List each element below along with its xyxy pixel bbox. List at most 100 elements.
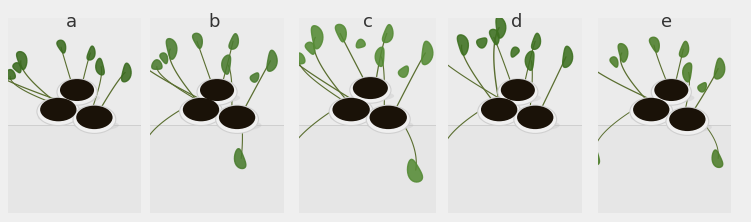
Polygon shape	[589, 145, 599, 165]
Ellipse shape	[498, 79, 538, 105]
Ellipse shape	[517, 106, 553, 129]
Polygon shape	[680, 41, 689, 57]
FancyBboxPatch shape	[448, 18, 582, 125]
Text: e: e	[662, 13, 672, 31]
Text: c: c	[363, 13, 373, 31]
Polygon shape	[356, 39, 365, 48]
Ellipse shape	[329, 97, 373, 126]
Polygon shape	[0, 78, 6, 85]
Polygon shape	[96, 58, 104, 75]
Polygon shape	[137, 144, 147, 165]
Polygon shape	[698, 83, 707, 92]
Polygon shape	[152, 60, 162, 69]
Polygon shape	[267, 50, 277, 71]
Polygon shape	[13, 63, 21, 73]
FancyBboxPatch shape	[598, 18, 731, 213]
Ellipse shape	[499, 93, 541, 103]
Ellipse shape	[58, 93, 100, 103]
Polygon shape	[336, 24, 346, 42]
Ellipse shape	[481, 98, 517, 121]
Ellipse shape	[180, 112, 225, 123]
Polygon shape	[650, 37, 659, 52]
Ellipse shape	[198, 93, 240, 103]
FancyBboxPatch shape	[150, 18, 284, 213]
Ellipse shape	[333, 98, 369, 121]
FancyBboxPatch shape	[448, 18, 582, 213]
Ellipse shape	[351, 91, 394, 101]
Ellipse shape	[73, 105, 116, 133]
Polygon shape	[270, 34, 282, 60]
Ellipse shape	[651, 79, 692, 105]
Ellipse shape	[514, 105, 556, 133]
FancyBboxPatch shape	[299, 18, 436, 213]
FancyBboxPatch shape	[150, 18, 284, 125]
Ellipse shape	[478, 112, 523, 123]
Ellipse shape	[74, 120, 119, 131]
Polygon shape	[160, 53, 167, 64]
Ellipse shape	[366, 105, 410, 133]
Polygon shape	[229, 34, 238, 49]
Polygon shape	[428, 43, 439, 63]
Polygon shape	[610, 57, 618, 67]
Text: a: a	[66, 13, 77, 31]
Polygon shape	[293, 53, 305, 64]
Polygon shape	[17, 52, 27, 69]
Polygon shape	[496, 17, 506, 38]
Polygon shape	[305, 42, 315, 54]
Ellipse shape	[478, 97, 520, 126]
Ellipse shape	[200, 79, 234, 101]
Ellipse shape	[182, 98, 219, 121]
FancyBboxPatch shape	[299, 18, 436, 125]
Ellipse shape	[631, 112, 676, 123]
Ellipse shape	[37, 97, 80, 126]
Polygon shape	[712, 150, 722, 167]
Polygon shape	[618, 44, 628, 62]
FancyBboxPatch shape	[8, 18, 141, 125]
Ellipse shape	[514, 120, 559, 131]
Polygon shape	[5, 69, 15, 79]
Polygon shape	[57, 40, 65, 53]
Polygon shape	[511, 47, 519, 57]
Polygon shape	[477, 38, 487, 48]
Ellipse shape	[369, 106, 407, 129]
Ellipse shape	[350, 77, 391, 103]
Text: d: d	[511, 13, 523, 31]
FancyBboxPatch shape	[598, 18, 731, 125]
Ellipse shape	[367, 120, 413, 131]
Ellipse shape	[216, 120, 261, 131]
Polygon shape	[714, 58, 725, 79]
FancyBboxPatch shape	[8, 18, 141, 213]
Polygon shape	[562, 46, 573, 67]
Polygon shape	[398, 66, 409, 77]
Ellipse shape	[633, 98, 669, 121]
Polygon shape	[192, 33, 202, 48]
Polygon shape	[525, 51, 534, 70]
Polygon shape	[312, 26, 323, 49]
Ellipse shape	[353, 77, 388, 99]
Polygon shape	[490, 29, 499, 45]
Ellipse shape	[76, 106, 113, 129]
Polygon shape	[166, 39, 177, 59]
Polygon shape	[87, 46, 95, 60]
Ellipse shape	[667, 122, 712, 133]
Polygon shape	[532, 33, 541, 49]
Polygon shape	[382, 25, 393, 43]
Polygon shape	[222, 55, 231, 74]
Ellipse shape	[219, 106, 255, 129]
Polygon shape	[683, 63, 692, 82]
Ellipse shape	[330, 112, 376, 123]
Ellipse shape	[666, 107, 709, 135]
Polygon shape	[422, 41, 433, 65]
Ellipse shape	[57, 79, 97, 105]
Ellipse shape	[60, 79, 94, 101]
Text: b: b	[208, 13, 220, 31]
Ellipse shape	[501, 79, 535, 101]
Polygon shape	[279, 151, 294, 174]
Ellipse shape	[197, 79, 237, 105]
Polygon shape	[434, 148, 448, 169]
Ellipse shape	[40, 98, 77, 121]
Polygon shape	[408, 159, 423, 182]
Polygon shape	[234, 149, 246, 168]
Polygon shape	[127, 45, 138, 68]
Ellipse shape	[216, 105, 258, 133]
